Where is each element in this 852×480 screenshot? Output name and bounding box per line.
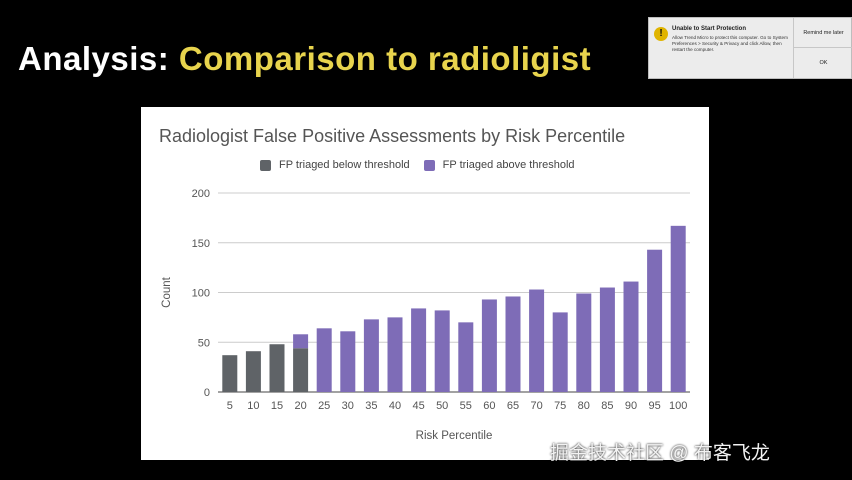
bar-above-80 (576, 293, 592, 392)
chart-title: Radiologist False Positive Assessments b… (159, 126, 626, 146)
x-tick-label: 45 (412, 400, 424, 412)
x-tick-label: 20 (294, 400, 306, 412)
y-tick-label: 100 (192, 288, 210, 300)
chart-card: Radiologist False Positive Assessments b… (141, 107, 709, 460)
bar-above-100 (670, 225, 686, 392)
watermark: 掘金技术社区 @ 布客飞龙 (550, 443, 770, 464)
bar-above-35 (363, 319, 379, 392)
bar-above-55 (458, 322, 474, 392)
bar-above-50 (434, 310, 450, 392)
bar-above-60 (481, 299, 497, 392)
y-tick-label: 150 (192, 238, 210, 250)
x-tick-label: 75 (554, 400, 566, 412)
x-tick-label: 5 (227, 400, 233, 412)
legend-swatch-below (260, 159, 271, 171)
x-tick-label: 95 (648, 400, 660, 412)
notification-body: Allow Trend Micro to protect this comput… (672, 35, 788, 52)
bar-below-5 (222, 355, 238, 392)
legend-swatch-above (423, 159, 435, 171)
legend-label-above: FP triaged above threshold (442, 159, 575, 171)
bar-below-15 (269, 344, 285, 392)
x-tick-label: 65 (507, 400, 519, 412)
bar-below-20 (293, 348, 309, 392)
x-tick-label: 10 (247, 400, 259, 412)
remind-later-button[interactable]: Remind me later (794, 18, 852, 48)
bar-above-75 (552, 312, 568, 392)
y-tick-label: 0 (204, 387, 210, 399)
x-tick-label: 40 (389, 400, 401, 412)
x-tick-label: 80 (578, 400, 590, 412)
x-tick-label: 25 (318, 400, 330, 412)
x-tick-label: 30 (342, 400, 354, 412)
x-tick-label: 15 (271, 400, 283, 412)
bar-above-65 (505, 296, 521, 392)
x-tick-label: 60 (483, 400, 495, 412)
bar-above-25 (316, 328, 332, 392)
bar-above-45 (411, 308, 427, 392)
notification-popup: ! Unable to Start Protection Allow Trend… (648, 17, 852, 79)
x-axis-label: Risk Percentile (416, 430, 493, 442)
y-tick-label: 50 (198, 337, 210, 349)
bar-below-10 (245, 351, 261, 392)
x-tick-label: 100 (669, 400, 687, 412)
x-tick-label: 90 (625, 400, 637, 412)
x-tick-label: 85 (601, 400, 613, 412)
notification-title: Unable to Start Protection (672, 26, 747, 32)
x-tick-label: 55 (460, 400, 472, 412)
bar-above-70 (529, 289, 545, 392)
warning-icon: ! (654, 27, 668, 41)
bar-above-40 (387, 317, 403, 392)
slide-title: Analysis: Comparison to radioligist (18, 40, 591, 78)
bar-chart: 0 50 100 150 200 5 10 15 20 25 30 35 40 45 50 55 60 65 70 7… (161, 188, 690, 442)
slide-title-lead: Analysis: (18, 40, 170, 77)
legend-item-below: FP triaged below threshold (260, 159, 410, 171)
bar-above-30 (340, 331, 356, 392)
x-tick-label: 50 (436, 400, 448, 412)
bar-above-90 (623, 281, 639, 392)
slide-title-rest: Comparison to radioligist (178, 40, 592, 77)
y-axis-label: Count (161, 276, 173, 307)
x-tick-label: 70 (530, 400, 542, 412)
chart-legend: FP triaged below threshold FP triaged ab… (260, 159, 575, 171)
x-tick-label: 35 (365, 400, 377, 412)
bar-above-95 (647, 249, 663, 392)
legend-label-below: FP triaged below threshold (279, 159, 410, 171)
bar-above-85 (599, 287, 615, 392)
bar-above-20 (293, 334, 309, 349)
notification-buttons: Remind me later OK (793, 18, 852, 78)
ok-button[interactable]: OK (794, 48, 852, 78)
y-tick-label: 200 (192, 188, 210, 200)
legend-item-above: FP triaged above threshold (423, 159, 575, 171)
